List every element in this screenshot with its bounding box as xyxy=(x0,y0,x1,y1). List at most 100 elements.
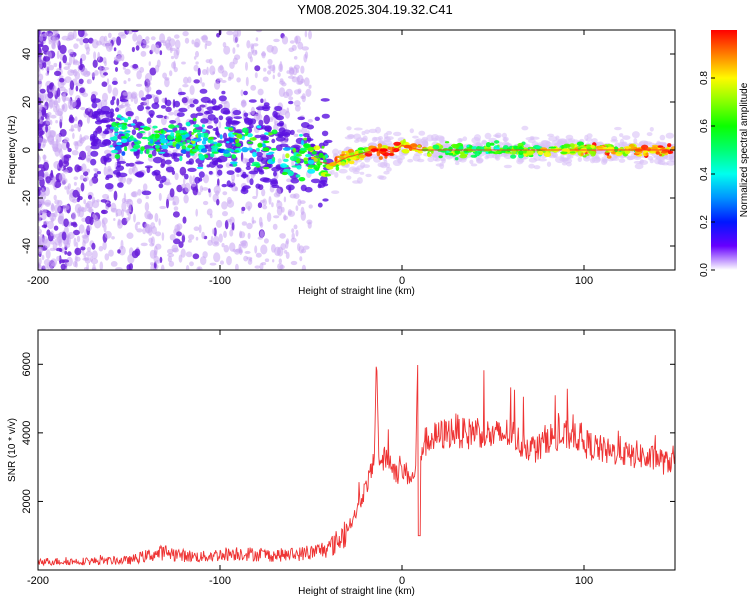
halo-cell xyxy=(96,119,107,123)
halo-cell xyxy=(601,156,608,162)
noise-cell xyxy=(273,215,280,219)
noise-cell xyxy=(136,228,143,233)
ridge-cell xyxy=(192,117,197,122)
noise-cell xyxy=(195,236,199,241)
noise-cell xyxy=(172,201,176,206)
ridge-cell xyxy=(170,132,175,137)
colorbar-tick-label: 0.2 xyxy=(699,215,710,229)
noise-cell xyxy=(73,181,77,186)
halo-cell xyxy=(158,183,164,189)
noise-cell xyxy=(104,60,107,67)
noise-cell xyxy=(278,63,284,73)
noise-cell xyxy=(226,218,233,223)
ridge-cell xyxy=(289,155,298,161)
ridge-cell xyxy=(140,146,145,152)
noise-cell xyxy=(105,40,110,49)
noise-cell xyxy=(291,228,295,234)
ridge-cell xyxy=(155,148,161,152)
noise-cell xyxy=(82,240,86,248)
halo-cell xyxy=(614,126,622,131)
noise-cell xyxy=(73,43,79,49)
noise-cell xyxy=(128,167,133,175)
noise-cell xyxy=(261,188,266,197)
halo-cell xyxy=(555,156,565,164)
noise-cell xyxy=(181,234,186,243)
halo-cell xyxy=(332,148,340,156)
noise-cell xyxy=(236,173,240,178)
noise-cell xyxy=(285,240,289,249)
ridge-cell xyxy=(470,154,478,158)
ridge-cell xyxy=(314,155,319,158)
noise-cell xyxy=(135,83,143,87)
halo-cell xyxy=(90,145,100,150)
ridge-cell xyxy=(193,129,202,133)
noise-cell xyxy=(61,231,67,241)
noise-cell xyxy=(73,229,80,236)
noise-cell xyxy=(140,242,148,247)
noise-cell xyxy=(71,198,78,204)
noise-cell xyxy=(154,44,160,55)
halo-cell xyxy=(104,128,109,135)
ridge-cell xyxy=(339,156,345,160)
ridge-cell xyxy=(159,134,166,140)
halo-cell xyxy=(474,134,481,142)
noise-cell xyxy=(46,229,51,236)
halo-cell xyxy=(218,115,224,121)
halo-cell xyxy=(225,116,233,122)
noise-cell xyxy=(262,205,268,210)
noise-cell xyxy=(86,116,90,124)
ridge-cell xyxy=(300,139,305,146)
ridge-cell xyxy=(321,145,325,149)
halo-cell xyxy=(117,182,124,188)
halo-cell xyxy=(195,112,204,117)
halo-cell xyxy=(528,163,535,169)
noise-cell xyxy=(39,33,44,42)
noise-cell xyxy=(200,35,208,41)
halo-cell xyxy=(345,163,350,168)
halo-cell xyxy=(546,161,552,167)
noise-cell xyxy=(201,187,209,191)
noise-cell xyxy=(123,80,127,85)
noise-cell xyxy=(59,167,64,171)
halo-cell xyxy=(110,118,116,122)
noise-cell xyxy=(77,30,85,38)
noise-cell xyxy=(89,216,94,226)
halo-cell xyxy=(498,153,503,157)
hot-spot xyxy=(634,148,643,152)
ridge-cell xyxy=(623,146,631,149)
noise-cell xyxy=(287,209,292,216)
halo-cell xyxy=(271,184,280,189)
halo-cell xyxy=(177,91,186,96)
halo-cell xyxy=(348,166,358,173)
noise-cell xyxy=(302,245,310,250)
noise-cell xyxy=(277,158,282,164)
halo-cell xyxy=(131,129,137,136)
ridge-cell xyxy=(130,123,136,126)
ridge-cell xyxy=(571,144,575,150)
ridge-cell xyxy=(208,136,215,140)
halo-cell xyxy=(105,183,114,190)
halo-cell xyxy=(255,106,265,111)
noise-cell xyxy=(216,198,220,206)
noise-cell xyxy=(217,178,220,186)
noise-cell xyxy=(232,34,239,44)
halo-cell xyxy=(262,177,272,183)
noise-cell xyxy=(164,182,172,186)
ridge-cell xyxy=(148,148,155,151)
noise-cell xyxy=(223,230,227,238)
noise-cell xyxy=(226,30,234,36)
halo-cell xyxy=(234,167,242,173)
halo-cell xyxy=(619,133,624,138)
noise-cell xyxy=(183,178,186,185)
ridge-cell xyxy=(160,128,164,134)
noise-cell xyxy=(285,88,293,97)
noise-cell xyxy=(67,183,72,190)
noise-cell xyxy=(205,40,212,47)
noise-cell xyxy=(227,76,232,81)
noise-cell xyxy=(102,240,107,251)
ridge-cell xyxy=(607,143,611,147)
noise-cell xyxy=(38,67,41,72)
noise-cell xyxy=(69,80,75,91)
noise-cell xyxy=(128,162,135,167)
halo-cell xyxy=(176,112,185,117)
